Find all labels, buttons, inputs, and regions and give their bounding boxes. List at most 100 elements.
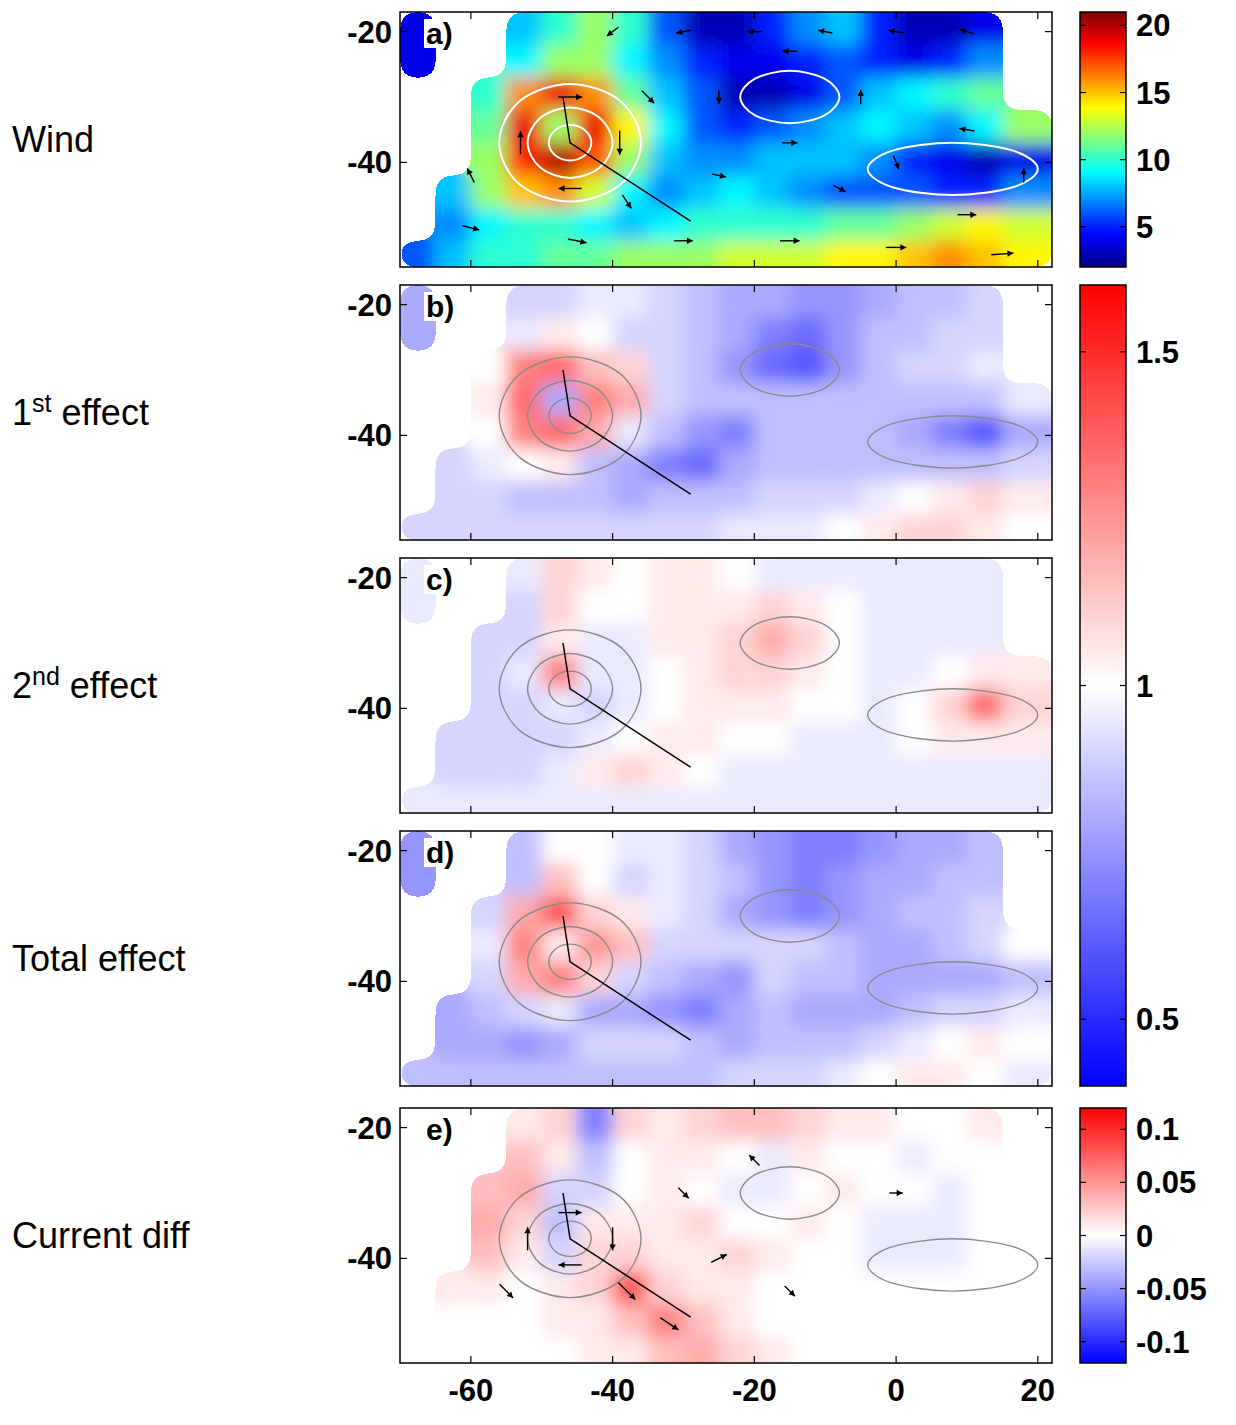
heatmap-cell (896, 558, 932, 591)
heatmap-cell (648, 787, 684, 813)
heatmap-cell (754, 831, 790, 864)
vector-arrow (749, 1155, 759, 1165)
heatmap-cell (932, 481, 968, 514)
heatmap-cell (719, 962, 755, 995)
heatmap-cell (577, 787, 613, 813)
label-superscript: nd (32, 662, 60, 690)
vector-arrow (517, 131, 523, 154)
x-tick (612, 558, 613, 565)
heatmap-cell (613, 208, 649, 241)
colorbar-tick (1080, 92, 1086, 93)
heatmap-cell (896, 1173, 932, 1206)
heatmap-cell (861, 962, 897, 995)
heatmap-cell (506, 1337, 542, 1363)
heatmap-cell (790, 448, 826, 481)
heatmap-cell (471, 689, 507, 722)
x-tick (895, 12, 896, 19)
vector-arrow (660, 1318, 678, 1330)
colorbar-tick (1120, 351, 1126, 352)
heatmap-cell (400, 1337, 436, 1363)
arrow-shaft (618, 1283, 635, 1300)
arrow-shaft (785, 1286, 795, 1296)
heatmap-cell (613, 318, 649, 351)
y-tick (1045, 1127, 1052, 1128)
label-part: effect (60, 665, 157, 706)
heatmap-cell (790, 350, 826, 383)
heatmap-cell (861, 318, 897, 351)
colorbar-tick (1080, 351, 1086, 352)
heatmap-cell (719, 175, 755, 208)
x-tick-label: -40 (590, 1373, 635, 1408)
colorbar-tick-label: 0.5 (1136, 1002, 1179, 1037)
heatmap-cell (471, 962, 507, 995)
heatmap-cell (471, 77, 507, 110)
heatmap-cell (861, 481, 897, 514)
heatmap-cell (896, 1141, 932, 1174)
storm-track (563, 916, 691, 1040)
heatmap-cell (719, 721, 755, 754)
colorbar-tick-label: 0.05 (1136, 1165, 1196, 1200)
colorbar (1080, 1108, 1126, 1363)
panel-letter: e) (426, 1113, 453, 1146)
heatmap-cell (825, 1108, 861, 1141)
heatmap-cell (861, 416, 897, 449)
heatmap-cell (506, 416, 542, 449)
heatmap-cell (754, 896, 790, 929)
heatmap-cell (506, 1141, 542, 1174)
y-tick (1045, 31, 1052, 32)
panel-plot (400, 285, 1052, 540)
x-tick (754, 1356, 755, 1363)
heatmap-cell (683, 77, 719, 110)
heatmap-cell (719, 285, 755, 318)
heatmap-cell (825, 143, 861, 176)
panel-frame (400, 558, 1052, 813)
heatmap-cell (861, 12, 897, 45)
heatmap-cell (506, 1271, 542, 1304)
label-part: 2 (12, 665, 32, 706)
heatmap-cell (648, 285, 684, 318)
heatmap-cell (506, 110, 542, 143)
heatmap-cell (932, 1141, 968, 1174)
heatmap-cell (932, 285, 968, 318)
vector-arrow (622, 195, 631, 209)
heatmap-cell (825, 175, 861, 208)
heatmap-cell (613, 383, 649, 416)
heatmap-cell (754, 1239, 790, 1272)
x-tick (470, 558, 471, 565)
arrow-head (858, 90, 864, 96)
heatmap-cell (648, 45, 684, 78)
heatmap-cell (719, 787, 755, 813)
x-tick-label: 20 (1021, 1373, 1055, 1408)
arrow-head (783, 48, 789, 54)
heatmap-cell (932, 929, 968, 962)
heatmap-cell (683, 481, 719, 514)
colorbar-tick (1080, 685, 1086, 686)
heatmap-cell (577, 754, 613, 787)
heatmap-cell (435, 787, 471, 813)
heatmap-cell (932, 448, 968, 481)
heatmap-cell (896, 1206, 932, 1239)
heatmap-cell (683, 1173, 719, 1206)
heatmap-cell (967, 929, 1003, 962)
heatmap-cell (613, 350, 649, 383)
arrow-head (559, 1262, 565, 1268)
heatmap-cell (790, 1239, 826, 1272)
heatmap-cell (861, 1206, 897, 1239)
x-tick (1037, 260, 1038, 267)
heatmap-cell (648, 416, 684, 449)
heatmap-cell (613, 175, 649, 208)
heatmap-cell (542, 1271, 578, 1304)
heatmap-cell (825, 1060, 861, 1086)
heatmap-cell (719, 864, 755, 897)
arrow-head (559, 185, 565, 191)
heatmap-cell (506, 1304, 542, 1337)
heatmap-cell (719, 208, 755, 241)
heatmap-cell (506, 481, 542, 514)
vector-arrow (782, 140, 797, 146)
panel-letter-group: a) (424, 17, 455, 50)
heatmap-cell (1002, 787, 1052, 813)
heatmap-cell (861, 1108, 897, 1141)
row-label: Current diff (12, 1215, 190, 1256)
heatmap-cell (435, 754, 471, 787)
heatmap-cell (506, 1027, 542, 1060)
